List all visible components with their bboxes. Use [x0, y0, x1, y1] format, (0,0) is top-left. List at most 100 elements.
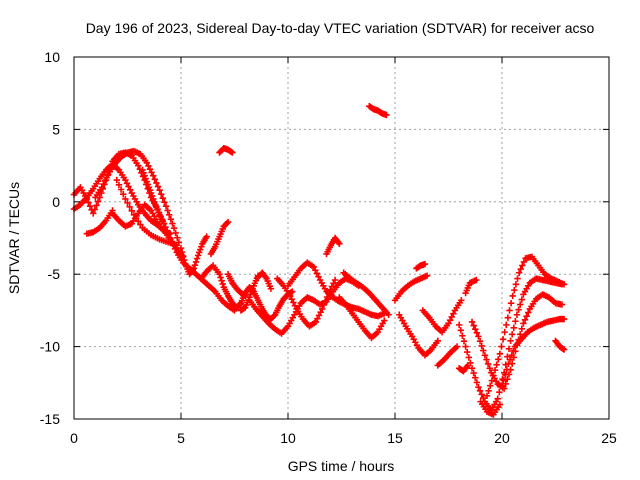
data-point	[457, 327, 465, 334]
data-point	[190, 265, 198, 272]
x-axis-label: GPS time / hours	[288, 458, 395, 474]
data-point	[510, 347, 517, 355]
data-point	[503, 321, 510, 329]
data-point	[459, 332, 466, 339]
data-point	[458, 297, 465, 304]
data-point	[331, 276, 339, 284]
data-point	[475, 333, 482, 340]
data-point	[476, 337, 484, 345]
data-point	[137, 221, 144, 228]
data-point	[421, 260, 429, 268]
series-arc-12	[224, 271, 249, 300]
y-tick-label: 5	[52, 121, 60, 137]
data-point	[169, 220, 176, 227]
data-point	[145, 162, 152, 170]
data-point	[478, 391, 485, 398]
data-point	[506, 307, 513, 314]
series-arc-17	[284, 259, 388, 320]
data-point	[523, 312, 530, 320]
data-point	[132, 214, 140, 222]
data-point	[224, 218, 232, 226]
data-point	[498, 343, 505, 350]
data-point	[483, 356, 490, 363]
data-point	[122, 176, 129, 184]
data-point	[98, 184, 106, 191]
series-arc-9	[216, 145, 236, 156]
data-point	[473, 379, 481, 386]
x-tick-label: 15	[387, 430, 403, 446]
data-point	[125, 183, 132, 190]
data-point	[462, 343, 469, 350]
series-arc-29	[483, 253, 568, 400]
data-point	[322, 297, 329, 305]
series-arc-27	[456, 275, 566, 414]
data-point	[181, 256, 188, 264]
data-point	[464, 348, 471, 356]
data-point	[151, 176, 158, 183]
data-point	[312, 267, 319, 274]
chart-title: Day 196 of 2023, Sidereal Day-to-day VTE…	[86, 20, 595, 36]
data-point	[503, 366, 511, 373]
data-point	[126, 203, 133, 211]
data-point	[86, 202, 94, 210]
data-point	[507, 299, 515, 307]
data-point	[511, 286, 518, 294]
data-point	[453, 343, 461, 350]
data-point	[464, 362, 471, 369]
data-point	[468, 318, 476, 326]
data-point	[502, 371, 509, 379]
data-point	[135, 162, 142, 169]
data-point	[167, 215, 175, 223]
data-point	[525, 309, 532, 316]
data-point	[216, 271, 223, 278]
data-point	[521, 316, 529, 324]
y-tick-label: -10	[40, 339, 60, 355]
data-point	[481, 352, 489, 359]
data-point	[288, 295, 295, 303]
data-point	[158, 190, 165, 198]
data-point	[518, 325, 525, 333]
data-point	[93, 202, 100, 209]
plot-border	[73, 56, 610, 420]
data-point	[270, 312, 278, 320]
data-point	[320, 301, 328, 309]
data-point	[94, 198, 102, 205]
data-point	[493, 361, 500, 368]
data-point	[501, 328, 508, 336]
data-point	[101, 177, 109, 185]
data-point	[90, 210, 97, 217]
data-point	[490, 372, 497, 379]
data-point	[505, 360, 512, 368]
data-point	[218, 277, 225, 284]
data-point	[506, 356, 514, 363]
data-point	[124, 199, 131, 207]
data-point	[508, 352, 515, 359]
series-arc-21	[366, 103, 390, 119]
data-point	[516, 331, 524, 338]
data-point	[135, 218, 142, 225]
data-point	[328, 283, 336, 290]
data-point	[487, 382, 494, 389]
x-tick-label: 5	[177, 430, 185, 446]
data-point	[385, 311, 392, 318]
data-point	[193, 255, 201, 262]
data-point	[123, 180, 131, 187]
data-point	[509, 292, 516, 300]
x-tick-label: 25	[601, 430, 617, 446]
series-arc-24	[413, 260, 429, 272]
data-point	[128, 207, 135, 215]
series-arc-31	[552, 337, 568, 353]
data-point	[314, 315, 321, 322]
data-point	[100, 180, 107, 188]
data-point	[513, 311, 521, 318]
data-point	[558, 301, 566, 308]
data-point	[495, 356, 502, 363]
data-point	[517, 265, 524, 273]
data-point	[203, 233, 210, 240]
data-point	[160, 220, 168, 227]
data-point	[488, 377, 496, 384]
data-point	[478, 342, 485, 350]
data-point	[483, 392, 491, 400]
data-point	[516, 301, 524, 308]
series-arc-8	[177, 233, 210, 278]
